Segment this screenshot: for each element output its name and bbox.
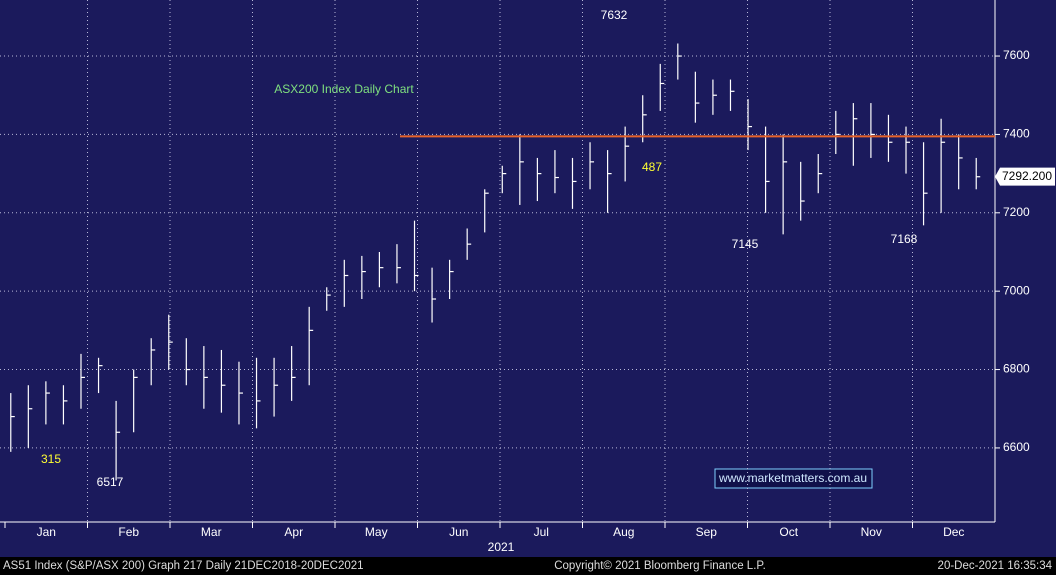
x-tick-label: Mar — [201, 525, 222, 539]
x-tick-label: Nov — [861, 525, 882, 539]
chart-title: ASX200 Index Daily Chart — [274, 82, 414, 96]
annotation: 315 — [41, 452, 61, 466]
y-tick-label: 7200 — [1003, 205, 1030, 219]
annotation: 487 — [642, 160, 662, 174]
annotation: 6517 — [97, 475, 124, 489]
x-tick-label: Aug — [613, 525, 634, 539]
x-tick-label: Jul — [534, 525, 549, 539]
x-tick-label: Jan — [37, 525, 56, 539]
background — [0, 0, 1056, 557]
footer-right: 20-Dec-2021 16:35:34 — [938, 560, 1053, 572]
annotation: 7168 — [891, 232, 918, 246]
watermark-box — [714, 468, 873, 489]
y-tick-label: 7600 — [1003, 48, 1030, 62]
y-tick-label: 7400 — [1003, 127, 1030, 141]
y-tick-label: 7000 — [1003, 283, 1030, 297]
year-label: 2021 — [488, 540, 515, 554]
annotation: 7145 — [732, 237, 759, 251]
x-tick-label: Sep — [696, 525, 718, 539]
x-tick-label: Dec — [943, 525, 964, 539]
x-tick-label: Apr — [284, 525, 303, 539]
x-tick-label: Oct — [779, 525, 798, 539]
x-tick-label: Feb — [118, 525, 139, 539]
last-price-label: 7292.200 — [1002, 169, 1052, 183]
y-tick-label: 6800 — [1003, 362, 1030, 376]
footer-center: Copyright© 2021 Bloomberg Finance L.P. — [554, 560, 766, 572]
annotation: 7632 — [601, 8, 628, 22]
watermark: www.marketmatters.com.au — [718, 471, 867, 485]
y-tick-label: 6600 — [1003, 440, 1030, 454]
x-tick-label: May — [365, 525, 388, 539]
last-price-pointer — [995, 167, 1055, 186]
footer-bar — [0, 557, 1056, 575]
footer-left: AS51 Index (S&P/ASX 200) Graph 217 Daily… — [3, 560, 364, 572]
x-tick-label: Jun — [449, 525, 468, 539]
